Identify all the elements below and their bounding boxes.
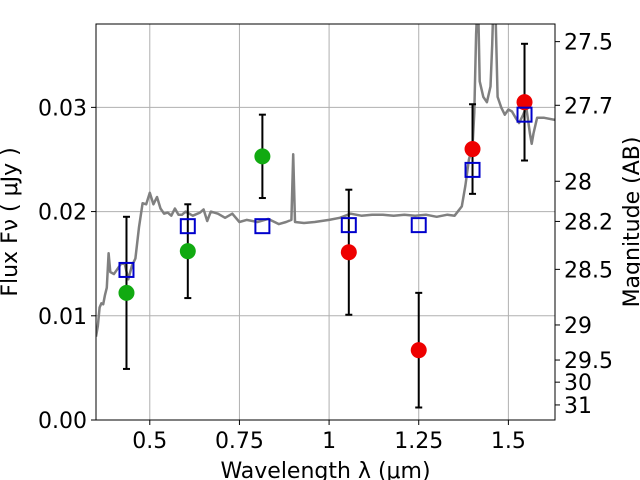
model-square-marker xyxy=(410,217,427,234)
errorbars xyxy=(122,42,529,409)
green-data-point xyxy=(118,284,135,301)
mag-tick-label: 29 xyxy=(564,314,592,339)
x-tick-label: 1.25 xyxy=(394,429,443,454)
x-tick-label: 0.5 xyxy=(132,429,167,454)
model-square-marker xyxy=(516,106,533,123)
mag-tick-label: 30 xyxy=(564,371,592,396)
x-axis-label: Wavelength λ (μm) xyxy=(220,459,430,480)
green-data-point xyxy=(254,148,271,165)
y-tick-label: 0.01 xyxy=(38,305,87,330)
y-tick-label: 0.03 xyxy=(38,96,87,121)
y-tick-label: 0.00 xyxy=(38,409,87,434)
plot-frame xyxy=(95,23,556,421)
x-axis-ticks: 0.5 0.75 1 1.25 1.5 xyxy=(132,420,526,454)
red-data-point xyxy=(340,244,357,261)
model-square-marker xyxy=(179,218,196,235)
red-data-point xyxy=(410,342,427,359)
x-tick-label: 1 xyxy=(322,429,336,454)
model-square-marker xyxy=(118,261,135,278)
green-data-point xyxy=(179,243,196,260)
y-axis-ticks: 0.00 0.01 0.02 0.03 xyxy=(38,96,96,434)
y-tick-label: 0.02 xyxy=(38,201,87,226)
mag-tick-label: 28.2 xyxy=(564,210,613,235)
model-square-marker xyxy=(464,161,481,178)
x-tick-label: 1.5 xyxy=(491,429,526,454)
mag-tick-label: 27.5 xyxy=(564,31,613,56)
spectrum-line xyxy=(96,24,555,337)
mag-tick-label: 29.5 xyxy=(564,349,613,374)
red-data-point xyxy=(516,94,533,111)
magnitude-axis-label: Magnitude (AB) xyxy=(620,137,640,308)
y-axis-label: Flux Fν ( μJy ) xyxy=(0,147,23,296)
mag-tick-label: 28 xyxy=(564,170,592,195)
x-tick-label: 0.75 xyxy=(215,429,264,454)
model-square-marker xyxy=(340,217,357,234)
mag-tick-label: 31 xyxy=(564,394,592,419)
mag-tick-label: 27.7 xyxy=(564,94,613,119)
model-square-marker xyxy=(254,218,271,235)
red-data-point xyxy=(464,141,481,158)
spectrum-path xyxy=(96,24,555,337)
mag-tick-label: 28.5 xyxy=(564,258,613,283)
grid-lines xyxy=(96,24,555,421)
data-markers xyxy=(118,94,533,359)
